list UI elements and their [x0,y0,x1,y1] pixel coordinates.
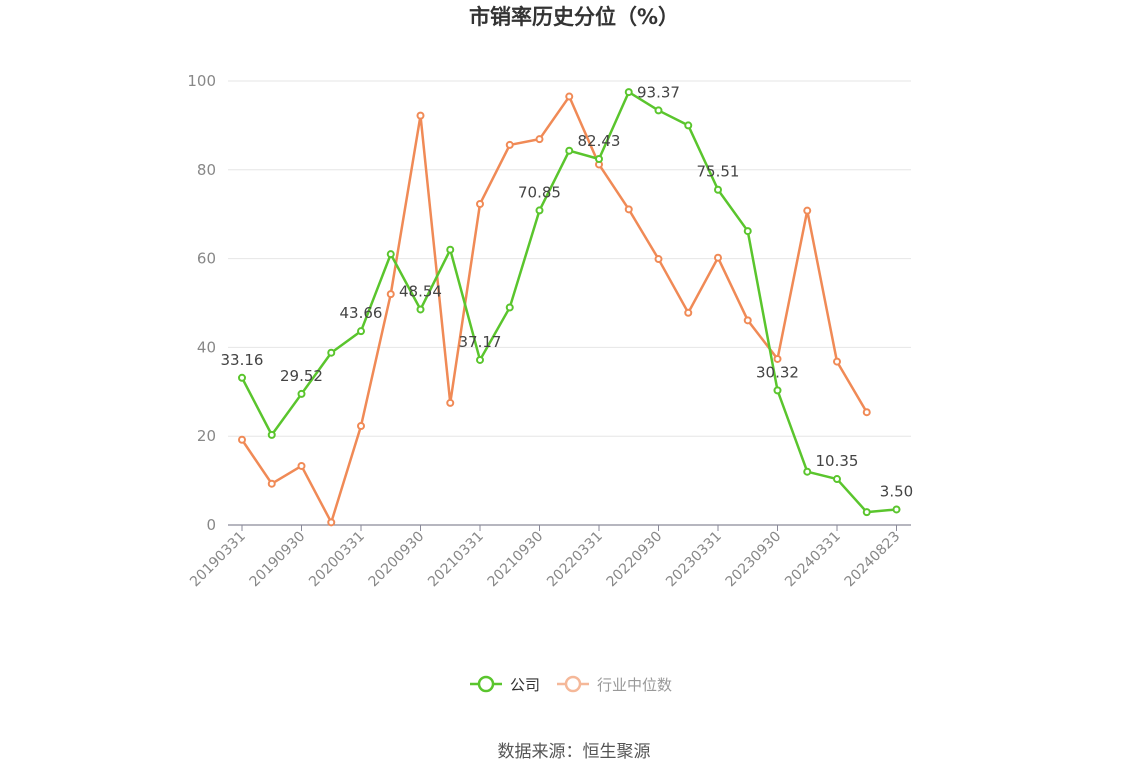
data-point[interactable] [684,121,693,130]
legend-swatch-marker[interactable] [477,675,495,693]
data-point[interactable] [862,408,871,417]
data-point[interactable] [833,357,841,366]
data-label: 93.37 [637,83,680,101]
data-point[interactable] [327,518,336,527]
data-point[interactable] [267,479,276,488]
data-point[interactable] [565,146,574,155]
data-point[interactable] [476,355,484,364]
data-point[interactable] [357,327,365,336]
data-point[interactable] [833,475,841,484]
data-label: 43.66 [340,304,383,322]
data-point[interactable] [535,135,544,144]
data-point[interactable] [654,106,663,115]
data-point[interactable] [416,111,425,120]
x-tick-label: 20200331 [306,529,368,591]
data-point[interactable] [803,467,812,476]
data-point[interactable] [505,140,514,149]
x-tick-label: 20200930 [366,529,428,591]
data-point[interactable] [862,508,871,517]
data-point[interactable] [892,505,901,514]
data-point[interactable] [743,316,752,325]
data-point[interactable] [773,386,782,395]
y-tick-label: 20 [197,427,216,445]
data-label: 29.52 [280,367,323,385]
data-point[interactable] [505,303,514,312]
legend-swatch-marker[interactable] [564,675,582,693]
x-tick-label: 20240331 [782,529,844,591]
data-point[interactable] [297,461,306,470]
data-point[interactable] [535,206,544,215]
data-point[interactable] [654,255,663,264]
y-tick-label: 100 [187,72,216,90]
y-tick-label: 40 [197,338,216,356]
y-tick-label: 60 [197,250,216,268]
data-point[interactable] [386,290,395,299]
data-point[interactable] [267,430,276,439]
x-tick-label: 20190331 [187,529,249,591]
axes: 0 20 40 60 80 100 2019033120190930202003312020… [187,72,911,590]
data-point[interactable] [684,308,693,317]
series-points [238,88,901,527]
data-label: 10.35 [816,452,859,470]
legend[interactable]: 公司 行业中位数 [470,675,672,694]
legend-label[interactable]: 公司 [510,676,540,694]
data-point[interactable] [446,398,455,407]
data-point[interactable] [357,421,365,430]
data-source: 数据来源：恒生聚源 [498,742,651,762]
chart-title: 市销率历史分位（%） [469,5,679,29]
x-tick-label: 20210331 [425,529,487,591]
data-label: 3.50 [880,482,913,500]
data-label: 75.51 [697,163,740,181]
data-point[interactable] [386,250,395,259]
data-point[interactable] [446,245,455,254]
data-point[interactable] [476,199,484,208]
series-line [240,90,897,514]
data-point[interactable] [624,88,633,97]
x-tick-label: 20240823 [842,529,904,591]
y-tick-label: 0 [206,516,216,534]
data-point[interactable] [803,206,812,215]
data-point[interactable] [743,227,752,236]
data-label: 33.16 [221,351,264,369]
x-tick-label: 20190930 [247,529,309,591]
grid [228,80,911,437]
data-label: 82.43 [578,132,621,150]
x-tick-label: 20220930 [604,529,666,591]
data-point[interactable] [714,185,722,194]
data-point[interactable] [416,305,425,314]
data-point[interactable] [624,205,633,214]
data-point[interactable] [297,389,306,398]
x-tick-label: 20210930 [485,529,547,591]
data-label: 70.85 [518,183,561,201]
data-label: 37.17 [459,333,502,351]
data-point[interactable] [714,253,722,262]
data-point[interactable] [238,373,246,382]
data-point[interactable] [565,92,574,101]
y-tick-label: 80 [197,161,216,179]
data-point[interactable] [595,155,603,164]
series-line [240,95,868,524]
legend-label[interactable]: 行业中位数 [597,676,672,694]
data-point[interactable] [327,348,336,357]
x-tick-label: 20230331 [663,529,725,591]
data-point[interactable] [238,435,246,444]
data-point[interactable] [773,354,782,363]
x-tick-label: 20230930 [723,529,785,591]
data-label: 30.32 [756,363,799,381]
data-labels: 33.16 29.52 43.66 48.54 37.17 70.85 82.43 93.37… [221,83,914,500]
data-label: 48.54 [399,282,442,300]
x-tick-label: 20220331 [544,529,606,591]
